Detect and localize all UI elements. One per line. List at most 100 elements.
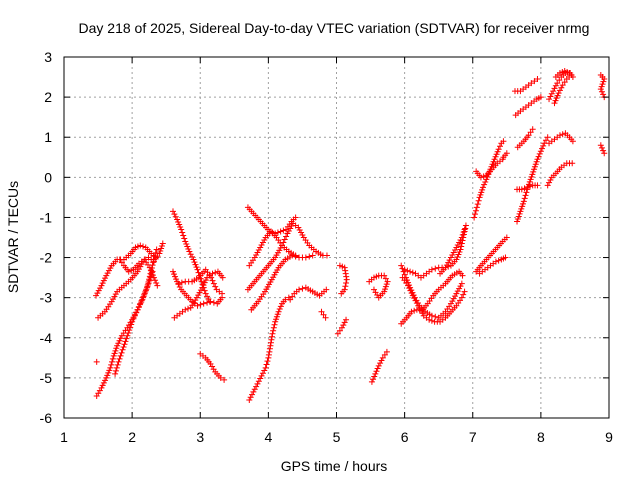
data-point bbox=[271, 321, 278, 328]
data-point bbox=[523, 189, 530, 196]
data-point bbox=[264, 358, 271, 365]
data-point bbox=[180, 232, 187, 239]
data-point bbox=[137, 263, 144, 270]
data-point bbox=[432, 313, 439, 320]
data-point bbox=[277, 228, 284, 235]
data-point bbox=[124, 332, 131, 339]
data-point bbox=[336, 327, 343, 334]
data-point bbox=[454, 254, 461, 261]
data-point bbox=[455, 251, 462, 258]
x-tick-label: 7 bbox=[469, 429, 477, 445]
data-point bbox=[135, 303, 142, 310]
data-point bbox=[95, 287, 102, 294]
data-point bbox=[536, 150, 543, 157]
data-point bbox=[274, 229, 281, 236]
data-point bbox=[190, 256, 197, 263]
data-point bbox=[502, 254, 509, 261]
data-point bbox=[559, 131, 566, 138]
data-point bbox=[219, 274, 226, 281]
y-tick-label: -3 bbox=[40, 290, 53, 306]
data-point bbox=[287, 296, 294, 303]
data-point bbox=[534, 182, 541, 189]
data-point bbox=[134, 268, 141, 275]
data-point bbox=[478, 189, 485, 196]
data-point bbox=[96, 387, 103, 394]
data-point bbox=[263, 361, 270, 368]
data-point bbox=[551, 100, 558, 107]
data-point bbox=[302, 254, 309, 261]
data-point bbox=[374, 365, 381, 372]
data-point bbox=[111, 293, 118, 300]
data-point bbox=[493, 151, 500, 158]
data-point bbox=[514, 218, 521, 225]
data-point bbox=[558, 84, 565, 91]
data-point bbox=[456, 285, 463, 292]
data-point bbox=[121, 341, 128, 348]
data-point bbox=[600, 91, 607, 98]
grid-lines bbox=[64, 57, 609, 418]
data-point bbox=[428, 312, 435, 319]
data-point bbox=[383, 348, 390, 355]
data-point bbox=[382, 275, 389, 282]
data-point bbox=[201, 279, 208, 286]
data-point bbox=[428, 317, 435, 324]
data-point bbox=[534, 76, 541, 83]
data-point bbox=[533, 158, 540, 165]
x-tick-label: 3 bbox=[196, 429, 204, 445]
data-point bbox=[105, 369, 112, 376]
data-point bbox=[458, 294, 465, 301]
data-point bbox=[98, 282, 105, 289]
data-point bbox=[341, 319, 348, 326]
data-point bbox=[306, 253, 313, 260]
data-point bbox=[107, 265, 114, 272]
data-point bbox=[193, 264, 200, 271]
data-point bbox=[452, 247, 459, 254]
data-point bbox=[343, 279, 350, 286]
data-point bbox=[598, 88, 605, 95]
data-point bbox=[275, 308, 282, 315]
data-point bbox=[514, 215, 521, 222]
data-point bbox=[544, 182, 551, 189]
data-point bbox=[186, 248, 193, 255]
data-point bbox=[144, 283, 151, 290]
x-axis-label: GPS time / hours bbox=[281, 458, 388, 474]
data-point bbox=[250, 388, 257, 395]
data-point bbox=[259, 239, 266, 246]
data-point bbox=[383, 281, 390, 288]
data-point bbox=[532, 161, 539, 168]
y-tick-label: -4 bbox=[40, 330, 53, 346]
data-point bbox=[158, 245, 165, 252]
data-point bbox=[382, 286, 389, 293]
data-point bbox=[556, 87, 563, 94]
data-point bbox=[249, 391, 256, 398]
data-point bbox=[251, 254, 258, 261]
data-point bbox=[257, 375, 264, 382]
data-point bbox=[268, 333, 275, 340]
x-tick-label: 5 bbox=[333, 429, 341, 445]
data-point bbox=[529, 126, 536, 133]
y-axis-label: SDTVAR / TECUs bbox=[5, 181, 21, 293]
data-point bbox=[125, 329, 132, 336]
data-point bbox=[516, 210, 523, 217]
data-point bbox=[542, 137, 549, 144]
data-point bbox=[117, 335, 124, 342]
data-point bbox=[202, 277, 209, 284]
data-point bbox=[95, 390, 102, 397]
data-point bbox=[100, 277, 107, 284]
data-point bbox=[453, 244, 460, 251]
data-point bbox=[128, 321, 135, 328]
data-point bbox=[553, 95, 560, 102]
data-point bbox=[193, 294, 200, 301]
data-point bbox=[292, 214, 299, 221]
data-point bbox=[426, 316, 433, 323]
data-point bbox=[292, 253, 299, 260]
data-point bbox=[251, 386, 258, 393]
data-point bbox=[471, 214, 478, 221]
data-point bbox=[93, 292, 100, 299]
data-point bbox=[113, 364, 120, 371]
data-point bbox=[473, 204, 480, 211]
data-point bbox=[115, 358, 122, 365]
data-point bbox=[142, 289, 149, 296]
y-tick-label: -1 bbox=[40, 209, 53, 225]
data-point bbox=[492, 258, 499, 265]
